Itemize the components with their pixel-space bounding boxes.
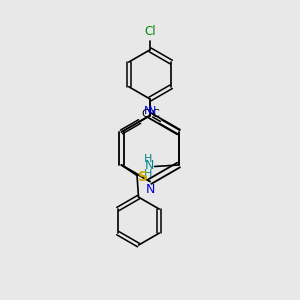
Text: N: N <box>148 106 156 116</box>
Text: S: S <box>138 170 148 184</box>
Text: H: H <box>144 154 152 164</box>
Text: N: N <box>145 183 155 196</box>
Text: Cl: Cl <box>144 26 156 38</box>
Text: C: C <box>141 109 149 119</box>
Text: H: H <box>144 169 152 179</box>
Text: N: N <box>145 159 154 172</box>
Text: N: N <box>144 106 152 116</box>
Text: C: C <box>151 109 159 119</box>
